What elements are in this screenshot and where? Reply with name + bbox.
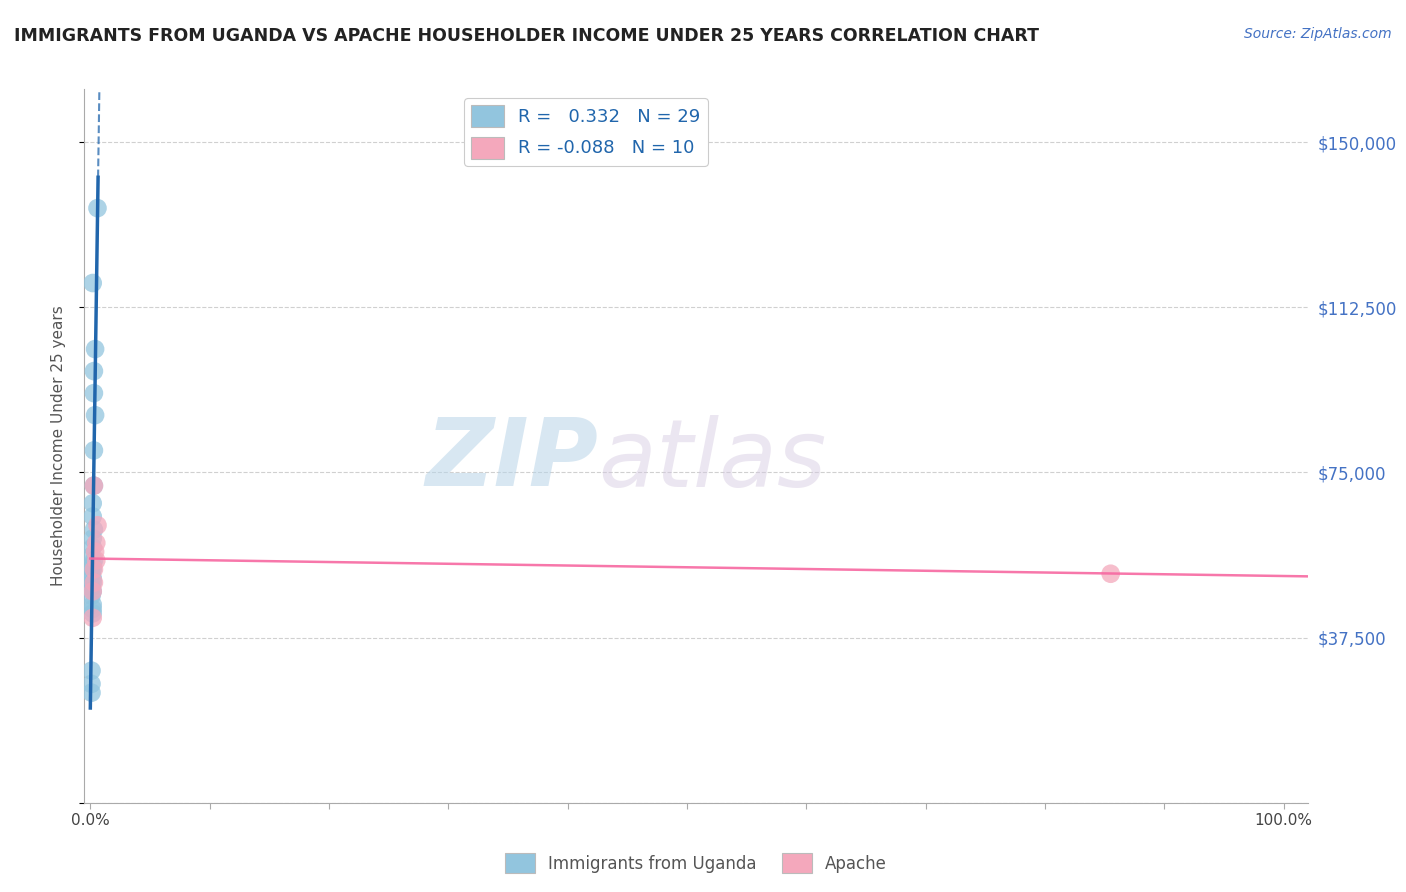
Point — [83, 478, 105, 492]
Point — [82, 541, 104, 555]
Point — [82, 562, 104, 576]
Point — [82, 598, 104, 612]
Point — [82, 558, 104, 572]
Text: Source: ZipAtlas.com: Source: ZipAtlas.com — [1244, 27, 1392, 41]
Point — [83, 553, 105, 567]
Point — [83, 386, 105, 401]
Text: atlas: atlas — [598, 415, 827, 506]
Point — [82, 276, 104, 290]
Point — [82, 584, 104, 599]
Point — [80, 549, 103, 563]
Point — [83, 523, 105, 537]
Point — [82, 575, 104, 590]
Point — [82, 509, 104, 524]
Point — [84, 553, 107, 567]
Point — [82, 602, 104, 616]
Point — [80, 589, 103, 603]
Point — [80, 677, 103, 691]
Legend: Immigrants from Uganda, Apache: Immigrants from Uganda, Apache — [498, 847, 894, 880]
Point — [84, 408, 107, 422]
Point — [84, 342, 107, 356]
Point — [82, 496, 104, 510]
Point — [80, 580, 103, 594]
Point — [82, 611, 104, 625]
Text: ZIP: ZIP — [425, 414, 598, 507]
Point — [86, 518, 108, 533]
Y-axis label: Householder Income Under 25 years: Householder Income Under 25 years — [51, 306, 66, 586]
Point — [83, 562, 105, 576]
Point — [84, 536, 107, 550]
Point — [83, 443, 105, 458]
Text: IMMIGRANTS FROM UGANDA VS APACHE HOUSEHOLDER INCOME UNDER 25 YEARS CORRELATION C: IMMIGRANTS FROM UGANDA VS APACHE HOUSEHO… — [14, 27, 1039, 45]
Point — [80, 664, 103, 678]
Point — [82, 584, 104, 599]
Point — [80, 566, 103, 581]
Point — [80, 686, 103, 700]
Point — [83, 575, 105, 590]
Point — [82, 607, 104, 621]
Point — [83, 364, 105, 378]
Point — [83, 478, 105, 492]
Point — [82, 571, 104, 585]
Point — [84, 545, 107, 559]
Point — [82, 532, 104, 546]
Point — [1099, 566, 1122, 581]
Point — [86, 201, 108, 215]
